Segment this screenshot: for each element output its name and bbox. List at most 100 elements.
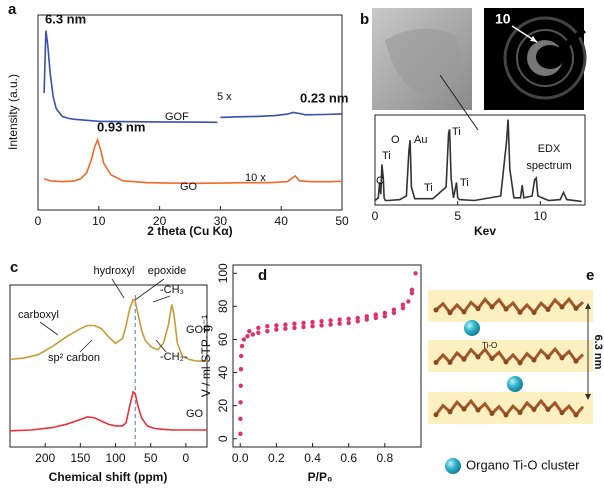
annotation: 0.23 nm — [300, 90, 348, 105]
point — [238, 367, 244, 372]
plot-frame — [9, 284, 208, 448]
series-line — [43, 30, 218, 124]
legend-label: Organo Ti-O cluster — [466, 457, 580, 472]
pointer — [39, 321, 59, 336]
spacing-label: 6.3 nm — [592, 335, 604, 370]
point — [256, 325, 261, 331]
point — [292, 321, 297, 326]
point — [391, 310, 397, 316]
annotation: GO — [186, 408, 204, 420]
y-axis-label: V / ml-STP· g⁻¹ — [199, 315, 213, 397]
atom — [573, 305, 579, 311]
annotation: epoxide — [148, 265, 187, 277]
image-label: 10 — [495, 11, 511, 27]
series-line — [43, 137, 343, 185]
atom — [433, 360, 439, 366]
atom — [433, 412, 439, 418]
beam-stop-arm — [558, 27, 586, 53]
point — [400, 302, 406, 307]
cluster-label: Ti-O — [482, 341, 497, 350]
plot-frame — [37, 14, 343, 211]
atom — [559, 304, 565, 310]
x-axis-label: P/P₀ — [308, 470, 333, 484]
point — [245, 333, 250, 339]
point — [328, 318, 333, 323]
point — [301, 324, 306, 330]
x-tick-label: 10 — [534, 209, 548, 223]
x-tick-label: 0 — [183, 451, 190, 465]
x-tick-label: 0 — [35, 214, 42, 228]
annotation: 10 x — [245, 172, 266, 184]
y-tick-label: 100 — [216, 263, 230, 283]
atom — [475, 306, 481, 312]
annotation: GOF — [165, 111, 189, 123]
x-tick-label: 10 — [92, 214, 106, 228]
legend-marker — [445, 458, 461, 474]
x-tick-label: 100 — [106, 451, 126, 465]
atom — [475, 407, 481, 413]
point — [409, 287, 415, 293]
y-tick-label: 60 — [216, 332, 230, 346]
atom — [531, 310, 537, 316]
point — [364, 314, 369, 319]
point — [265, 324, 270, 329]
atom — [447, 409, 453, 415]
annotation: Ti — [424, 182, 433, 194]
point — [406, 299, 411, 304]
atom — [447, 359, 453, 365]
point — [319, 319, 324, 324]
point — [319, 323, 324, 328]
arrowhead — [530, 36, 537, 42]
y-tick-label: 20 — [216, 399, 230, 413]
annotation: Ti — [382, 150, 391, 162]
atom — [475, 354, 481, 360]
point — [310, 319, 315, 325]
pointer — [155, 339, 167, 353]
annotation: Au — [414, 134, 427, 146]
panel-label: a — [8, 1, 17, 18]
point — [382, 314, 388, 319]
point — [355, 315, 360, 321]
atom — [489, 356, 495, 362]
atom — [447, 310, 453, 316]
panel-label: b — [360, 11, 369, 28]
x-tick-label: 0.0 — [232, 451, 249, 465]
annotation: hydroxyl — [94, 265, 135, 277]
diffraction-ring — [516, 29, 574, 87]
point — [250, 332, 256, 337]
x-tick-label: 20 — [153, 214, 167, 228]
atom — [559, 355, 565, 361]
annotation: spectrum — [526, 160, 571, 172]
series-line — [9, 390, 207, 432]
arrow — [439, 74, 479, 131]
annotation: 6.3 nm — [45, 11, 86, 26]
atom — [461, 309, 467, 315]
annotation: -CH₃ — [160, 284, 184, 296]
x-axis-label: Chemical shift (ppm) — [49, 470, 168, 484]
y-axis-label: Intensity (a.u.) — [6, 74, 20, 150]
point — [400, 305, 406, 311]
point — [337, 317, 342, 322]
atom — [503, 412, 509, 418]
atom — [545, 354, 551, 360]
point — [337, 321, 342, 326]
point — [328, 322, 333, 327]
x-tick-label: 0.8 — [377, 451, 394, 465]
diagram: 6.3 nm Ti-O Organo Ti-O cluster e — [428, 267, 604, 474]
atom — [433, 307, 439, 313]
atom — [517, 410, 523, 416]
x-tick-label: 30 — [214, 214, 228, 228]
panel-label: c — [10, 259, 18, 276]
pointer — [152, 295, 171, 303]
annotation: carboxyl — [18, 309, 59, 321]
point — [238, 400, 243, 405]
beam-stop — [536, 45, 564, 69]
x-tick-label: 40 — [275, 214, 289, 228]
atom — [503, 306, 509, 312]
point — [364, 317, 369, 322]
annotation: GO — [180, 181, 198, 193]
point — [238, 416, 243, 422]
x-tick-label: 50 — [144, 451, 158, 465]
atom — [531, 357, 537, 363]
point — [274, 327, 279, 332]
